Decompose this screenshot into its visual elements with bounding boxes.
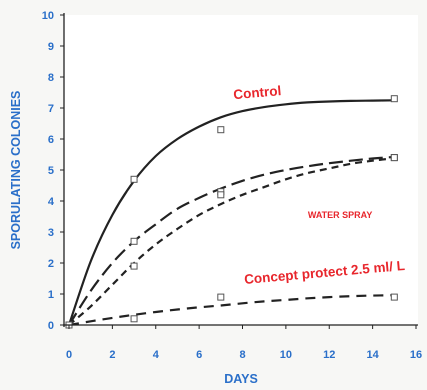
data-point-marker xyxy=(217,126,225,134)
y-tick-label: 10 xyxy=(42,10,54,22)
y-tick-label: 2 xyxy=(48,258,54,270)
y-tick-label: 7 xyxy=(48,103,54,115)
y-tick-label: 8 xyxy=(48,72,54,84)
data-point-marker xyxy=(390,154,398,162)
x-tick-label: 10 xyxy=(280,349,292,361)
y-tick-label: 1 xyxy=(48,289,54,301)
data-point-marker xyxy=(390,293,398,301)
plot-area xyxy=(64,15,418,325)
y-axis-title: SPORULATING COLONIES xyxy=(9,91,23,250)
x-tick-label: 8 xyxy=(239,349,245,361)
data-point-marker xyxy=(390,95,398,103)
data-point-marker xyxy=(217,191,225,199)
x-tick-label: 12 xyxy=(323,349,335,361)
y-tick-label: 9 xyxy=(48,41,54,53)
x-tick-label: 6 xyxy=(196,349,202,361)
series-annotation: WATER SPRAY xyxy=(308,210,373,220)
x-tick-label: 4 xyxy=(153,349,160,361)
x-tick-label: 16 xyxy=(410,349,422,361)
series-line-4 xyxy=(68,294,395,327)
series-annotation: Control xyxy=(233,83,282,102)
y-tick-label: 6 xyxy=(48,134,54,146)
x-tick-label: 14 xyxy=(367,349,380,361)
y-tick-label: 0 xyxy=(48,320,54,332)
x-tick-label: 2 xyxy=(109,349,115,361)
series-line-2 xyxy=(68,155,395,326)
x-tick-label: 0 xyxy=(66,349,72,361)
y-tick-label: 5 xyxy=(48,165,54,177)
series-layer xyxy=(67,99,395,327)
data-point-marker xyxy=(130,237,138,245)
series-line-3 xyxy=(68,157,395,326)
data-point-marker xyxy=(217,293,225,301)
data-point-marker xyxy=(130,315,138,323)
y-tick-label: 4 xyxy=(48,196,55,208)
y-tick-label: 3 xyxy=(48,227,54,239)
data-point-marker xyxy=(130,175,138,183)
data-point-marker xyxy=(130,262,138,270)
series-line-1 xyxy=(67,99,395,326)
x-axis-title: DAYS xyxy=(224,372,258,386)
